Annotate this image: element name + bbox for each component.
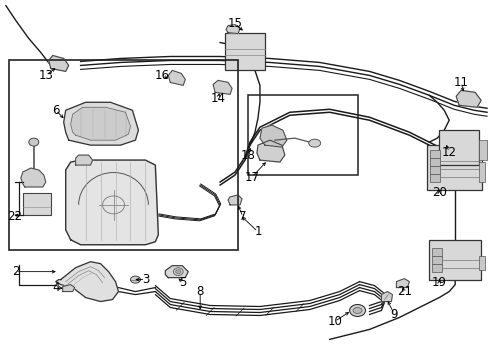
- Polygon shape: [63, 285, 74, 292]
- Text: 8: 8: [196, 285, 204, 298]
- Polygon shape: [213, 80, 232, 94]
- Bar: [427, 145, 482, 190]
- Polygon shape: [66, 160, 158, 245]
- Polygon shape: [75, 155, 93, 165]
- Text: 14: 14: [211, 92, 225, 105]
- Polygon shape: [396, 279, 409, 288]
- Bar: [479, 140, 487, 160]
- Polygon shape: [260, 125, 287, 147]
- Text: 19: 19: [432, 276, 447, 289]
- Ellipse shape: [29, 138, 39, 146]
- Bar: [479, 162, 485, 182]
- Text: 2: 2: [12, 265, 20, 278]
- Bar: [430, 166, 440, 174]
- Text: 21: 21: [397, 285, 412, 298]
- Text: 1: 1: [254, 225, 262, 238]
- Bar: [439, 130, 479, 165]
- Text: 7: 7: [239, 210, 247, 223]
- Ellipse shape: [349, 305, 366, 316]
- Polygon shape: [226, 24, 240, 33]
- Text: 11: 11: [454, 76, 468, 89]
- Polygon shape: [49, 55, 69, 71]
- Bar: [479, 256, 485, 270]
- Ellipse shape: [309, 139, 321, 147]
- Text: 13: 13: [38, 69, 53, 82]
- Ellipse shape: [353, 307, 362, 314]
- Bar: [429, 240, 481, 280]
- Polygon shape: [165, 266, 188, 278]
- Text: 10: 10: [327, 315, 342, 328]
- Bar: [430, 150, 440, 158]
- Polygon shape: [228, 195, 242, 205]
- Bar: [432, 264, 442, 272]
- Polygon shape: [257, 140, 285, 162]
- Text: 5: 5: [179, 276, 187, 289]
- Text: 15: 15: [227, 17, 243, 30]
- Bar: [430, 174, 440, 182]
- Bar: [432, 248, 442, 256]
- Polygon shape: [64, 102, 138, 145]
- Ellipse shape: [176, 270, 181, 274]
- Ellipse shape: [130, 276, 141, 283]
- Text: 20: 20: [432, 186, 447, 199]
- Bar: [23, 193, 51, 215]
- Polygon shape: [21, 168, 46, 187]
- Text: 4: 4: [52, 281, 59, 294]
- Bar: [432, 256, 442, 264]
- Polygon shape: [56, 262, 119, 302]
- Bar: [248, 95, 358, 175]
- Bar: [9, 60, 238, 250]
- Bar: [225, 32, 265, 71]
- Ellipse shape: [173, 268, 183, 276]
- Text: 18: 18: [241, 149, 255, 162]
- Bar: [430, 158, 440, 166]
- Text: 12: 12: [441, 145, 457, 159]
- Text: 17: 17: [245, 171, 260, 184]
- Text: 9: 9: [391, 308, 398, 321]
- Polygon shape: [382, 292, 392, 302]
- Polygon shape: [168, 71, 185, 85]
- Polygon shape: [456, 90, 481, 107]
- Text: 3: 3: [142, 273, 149, 286]
- Text: 6: 6: [52, 104, 59, 117]
- Polygon shape: [71, 107, 130, 140]
- Text: 22: 22: [7, 210, 23, 223]
- Text: 16: 16: [155, 69, 170, 82]
